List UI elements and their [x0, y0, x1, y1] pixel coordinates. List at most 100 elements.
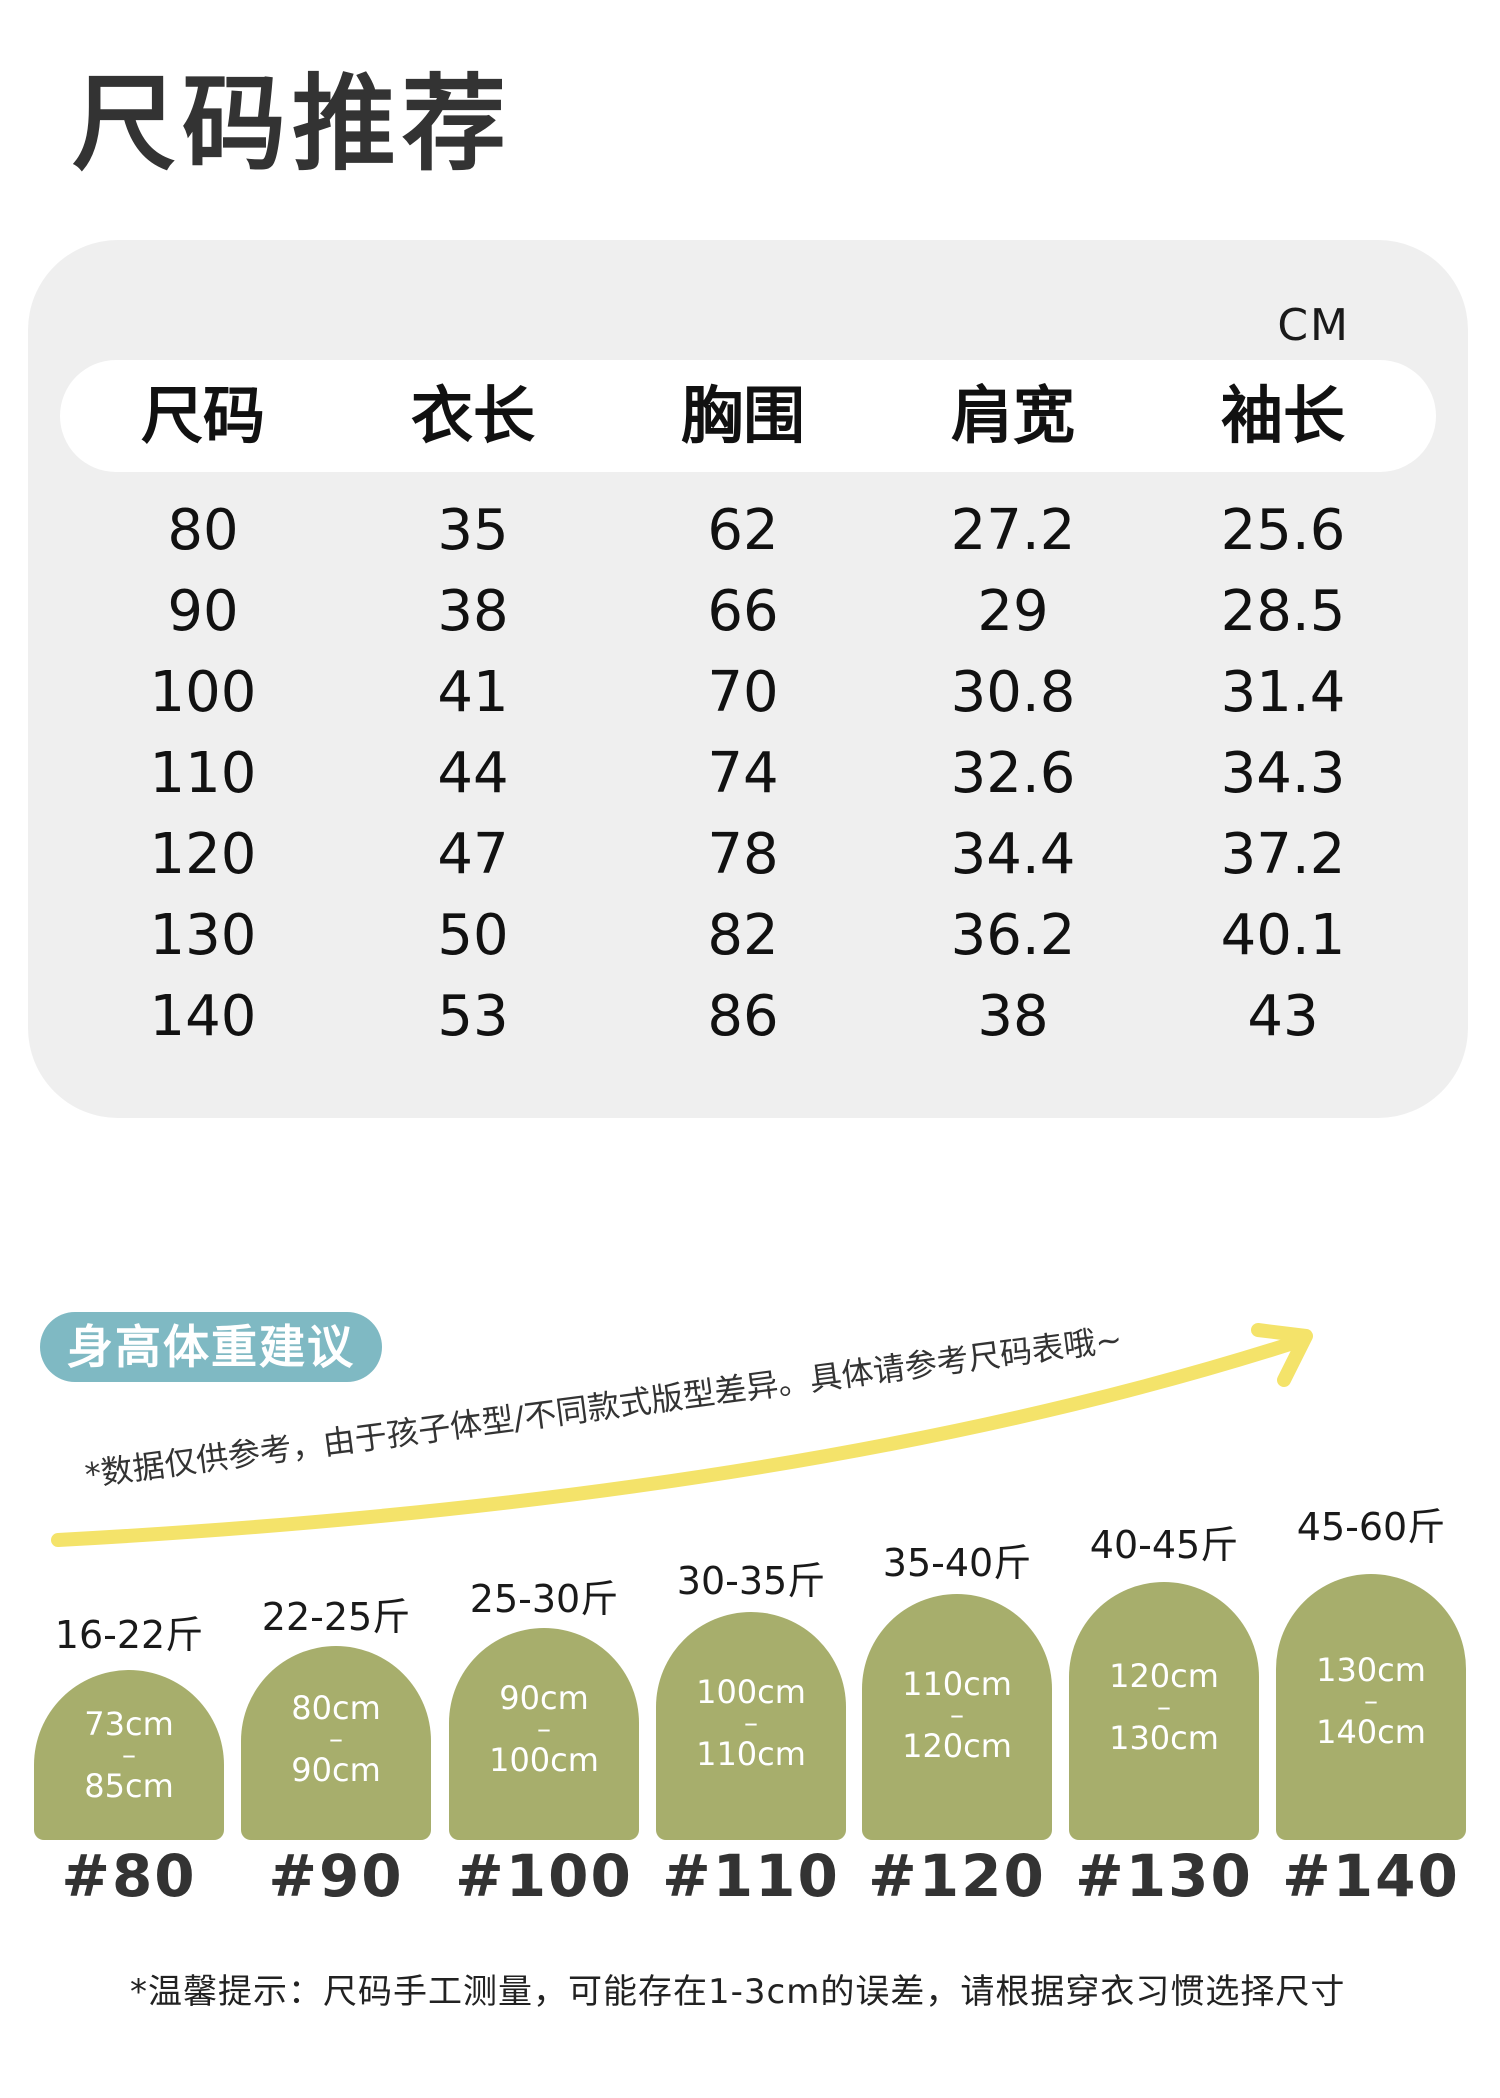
- header-sleeve: 袖长: [1220, 379, 1345, 452]
- cell-length: 53: [437, 984, 509, 1049]
- header-size: 尺码: [140, 379, 265, 452]
- cell-chest: 86: [707, 984, 779, 1049]
- height-from: 90cm: [499, 1679, 589, 1717]
- cell-shoulder: 27.2: [950, 498, 1076, 563]
- cell-length: 44: [437, 741, 509, 806]
- cell-sleeve: 34.3: [1220, 741, 1346, 806]
- height-dash: –: [329, 1722, 343, 1755]
- table-row: 120 47 78 34.4 37.2: [28, 814, 1468, 895]
- cell-length: 47: [437, 822, 509, 887]
- cell-sleeve: 25.6: [1220, 498, 1346, 563]
- height-badge: 73cm – 85cm: [34, 1670, 224, 1840]
- cell-sleeve: 28.5: [1220, 579, 1346, 644]
- height-from: 110cm: [902, 1665, 1012, 1703]
- height-badge: 80cm – 90cm: [241, 1646, 431, 1840]
- table-body: 80 35 62 27.2 25.6 90 38 66 29 28.5 100 …: [28, 490, 1468, 1057]
- height-dash: –: [1364, 1684, 1378, 1717]
- header-length: 衣长: [410, 379, 535, 452]
- cell-size: 90: [167, 579, 239, 644]
- cell-size: 120: [149, 822, 257, 887]
- table-header-row: 尺码 衣长 胸围 肩宽 袖长: [28, 360, 1468, 472]
- cell-chest: 62: [707, 498, 779, 563]
- cell-length: 41: [437, 660, 509, 725]
- height-to: 130cm: [1109, 1719, 1219, 1757]
- cell-shoulder: 30.8: [950, 660, 1076, 725]
- cell-chest: 70: [707, 660, 779, 725]
- cell-sleeve: 37.2: [1220, 822, 1346, 887]
- height-from: 80cm: [291, 1689, 381, 1727]
- table-row: 90 38 66 29 28.5: [28, 571, 1468, 652]
- height-badge: 90cm – 100cm: [449, 1628, 639, 1840]
- page-title: 尺码推荐: [72, 63, 513, 185]
- cell-shoulder: 34.4: [950, 822, 1076, 887]
- size-table-card: CM 尺码 衣长 胸围 肩宽 袖长 80 35 62 27.2 25.6 90 …: [28, 240, 1468, 1118]
- header-shoulder: 肩宽: [950, 379, 1075, 452]
- cell-length: 35: [437, 498, 509, 563]
- height-weight-pill: 身高体重建议: [40, 1312, 382, 1382]
- table-row: 100 41 70 30.8 31.4: [28, 652, 1468, 733]
- height-dash: –: [1157, 1690, 1171, 1723]
- height-to: 85cm: [84, 1767, 174, 1805]
- height-to: 110cm: [696, 1735, 806, 1773]
- cell-size: 100: [149, 660, 257, 725]
- weight-label: 45-60斤: [1296, 1505, 1446, 1549]
- height-to: 90cm: [291, 1751, 381, 1789]
- cell-shoulder: 38: [977, 984, 1049, 1049]
- cell-shoulder: 29: [977, 579, 1049, 644]
- cell-sleeve: 40.1: [1220, 903, 1346, 968]
- unit-label: CM: [1277, 300, 1350, 351]
- height-to: 100cm: [489, 1741, 599, 1779]
- cell-length: 50: [437, 903, 509, 968]
- size-number: #90: [268, 1842, 404, 1910]
- table-row: 80 35 62 27.2 25.6: [28, 490, 1468, 571]
- cell-size: 130: [149, 903, 257, 968]
- table-row: 110 44 74 32.6 34.3: [28, 733, 1468, 814]
- growth-curve-line: [51, 1337, 1297, 1547]
- size-number: #120: [868, 1842, 1046, 1910]
- measurement-tip: *温馨提示：尺码手工测量，可能存在1-3cm的误差，请根据穿衣习惯选择尺寸: [130, 1972, 1346, 2012]
- cell-chest: 74: [707, 741, 779, 806]
- height-badge: 130cm – 140cm: [1276, 1574, 1466, 1840]
- height-badge: 120cm – 130cm: [1069, 1582, 1259, 1840]
- cell-chest: 66: [707, 579, 779, 644]
- header-chest: 胸围: [680, 379, 805, 452]
- table-row: 140 53 86 38 43: [28, 976, 1468, 1057]
- size-number: #100: [455, 1842, 633, 1910]
- size-number: #130: [1075, 1842, 1253, 1910]
- arrow-head-icon: [1251, 1323, 1313, 1387]
- cell-length: 38: [437, 579, 509, 644]
- table-row: 130 50 82 36.2 40.1: [28, 895, 1468, 976]
- height-badge: 100cm – 110cm: [656, 1612, 846, 1840]
- height-to: 120cm: [902, 1727, 1012, 1765]
- weight-label: 30-35斤: [676, 1559, 826, 1603]
- weight-label: 16-22斤: [54, 1613, 204, 1657]
- cell-sleeve: 31.4: [1220, 660, 1346, 725]
- height-dash: –: [122, 1738, 136, 1771]
- size-number: #110: [662, 1842, 840, 1910]
- table-header-background: [60, 360, 1436, 472]
- height-to: 140cm: [1316, 1713, 1426, 1751]
- height-from: 73cm: [84, 1705, 174, 1743]
- growth-arrow-curve: [51, 1323, 1313, 1547]
- cell-shoulder: 36.2: [950, 903, 1076, 968]
- cell-shoulder: 32.6: [950, 741, 1076, 806]
- cell-chest: 82: [707, 903, 779, 968]
- height-badge: 110cm – 120cm: [862, 1594, 1052, 1840]
- height-from: 130cm: [1316, 1651, 1426, 1689]
- height-from: 100cm: [696, 1673, 806, 1711]
- size-number: #80: [61, 1842, 197, 1910]
- size-number: #140: [1282, 1842, 1460, 1910]
- height-dash: –: [950, 1698, 964, 1731]
- height-from: 120cm: [1109, 1657, 1219, 1695]
- height-dash: –: [744, 1706, 758, 1739]
- cell-chest: 78: [707, 822, 779, 887]
- weight-label: 40-45斤: [1089, 1523, 1239, 1567]
- weight-label: 35-40斤: [882, 1541, 1032, 1585]
- height-dash: –: [537, 1712, 551, 1745]
- weight-label: 22-25斤: [261, 1595, 411, 1639]
- cell-sleeve: 43: [1247, 984, 1319, 1049]
- cell-size: 110: [149, 741, 257, 806]
- weight-label: 25-30斤: [469, 1577, 619, 1621]
- cell-size: 140: [149, 984, 257, 1049]
- cell-size: 80: [167, 498, 239, 563]
